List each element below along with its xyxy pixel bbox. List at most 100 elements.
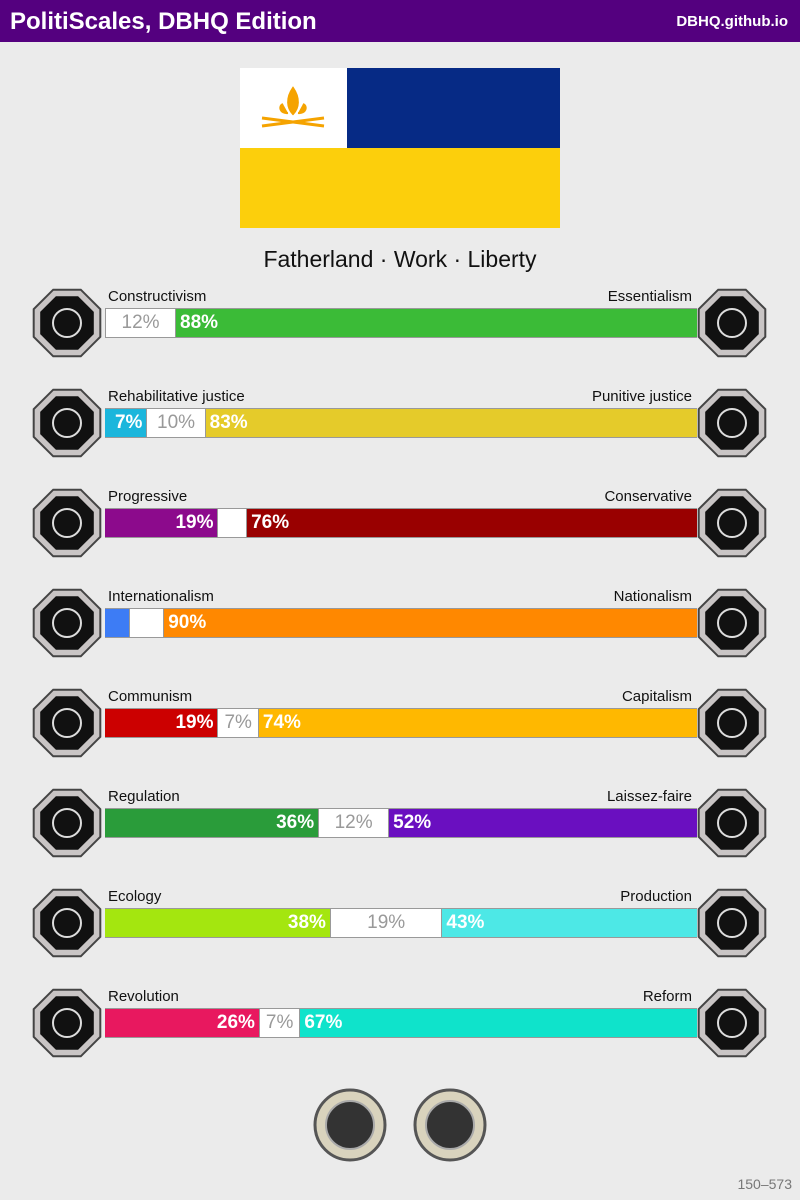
segment-label: 52%: [393, 812, 432, 833]
scale-segment: 19%: [105, 709, 218, 737]
axis-icon: [697, 788, 767, 858]
axis-icon: [697, 988, 767, 1058]
scale-segment: 7%: [105, 409, 147, 437]
segment-label: 19%: [367, 912, 406, 933]
axis-icon: [32, 988, 102, 1058]
right-pole-label: Punitive justice: [591, 388, 692, 405]
axis-icon: [697, 888, 767, 958]
segment-label: 67%: [304, 1012, 343, 1033]
left-pole-label: Communism: [108, 688, 193, 705]
icon-face: [705, 596, 759, 650]
axis-icon: [32, 488, 102, 558]
icon-motif: [717, 608, 747, 638]
segment-label: 43%: [446, 912, 485, 933]
icon-motif: [52, 608, 82, 638]
icon-motif: [717, 808, 747, 838]
icon-face: [705, 296, 759, 350]
right-pole-label: Production: [620, 888, 692, 905]
scale-bar: 19% 7% 74%: [105, 708, 697, 738]
axis-icon: [697, 388, 767, 458]
icon-motif: [717, 508, 747, 538]
segment-label: 26%: [216, 1012, 255, 1033]
scale-segment: 74%: [258, 709, 697, 737]
scale-segment: 10%: [146, 409, 206, 437]
icon-face: [40, 696, 94, 750]
icon-motif: [717, 308, 747, 338]
icon-face: [40, 996, 94, 1050]
scale-segment: 83%: [205, 409, 697, 437]
scale-segment: 12%: [318, 809, 390, 837]
scale-segment: 7%: [217, 709, 259, 737]
scale-segment: 90%: [164, 609, 697, 637]
scale-bar: 7% 10% 83%: [105, 408, 697, 438]
icon-face: [705, 896, 759, 950]
scale-segment: 19%: [105, 509, 218, 537]
icon-face: [705, 996, 759, 1050]
right-pole-label: Capitalism: [621, 688, 692, 705]
segment-label: 12%: [334, 812, 373, 833]
scale-segment: [105, 609, 129, 637]
axis-icon: [32, 588, 102, 658]
scale-bar: 12% 88%: [105, 308, 697, 338]
icon-face: [40, 496, 94, 550]
segment-label: 12%: [121, 312, 160, 333]
icon-face: [705, 796, 759, 850]
axis-icon: [32, 788, 102, 858]
segment-label: 90%: [168, 612, 207, 633]
axis-icon: [32, 888, 102, 958]
icon-motif: [52, 408, 82, 438]
scale-bar: 38% 19% 43%: [105, 908, 697, 938]
left-pole-label: Revolution: [108, 988, 179, 1005]
segment-label: 74%: [262, 712, 301, 733]
left-pole-label: Regulation: [108, 788, 180, 805]
icon-motif: [52, 1008, 82, 1038]
icon-face: [40, 296, 94, 350]
axis-icon: [697, 588, 767, 658]
scale-segment: [128, 609, 165, 637]
left-pole-label: Rehabilitative justice: [108, 388, 245, 405]
segment-label: 7%: [265, 1012, 294, 1033]
right-pole-label: Essentialism: [607, 288, 692, 305]
segment-label: 88%: [180, 312, 219, 333]
app-title: PolitiScales, DBHQ Edition: [10, 8, 317, 35]
icon-motif: [717, 1008, 747, 1038]
icon-motif: [717, 708, 747, 738]
icon-face: [40, 796, 94, 850]
icon-motif: [52, 508, 82, 538]
header: PolitiScales, DBHQ Edition DBHQ.github.i…: [0, 0, 800, 42]
seals: [313, 1088, 487, 1162]
scale-segment: 19%: [329, 909, 443, 937]
icon-face: [705, 696, 759, 750]
icon-face: [40, 396, 94, 450]
scale-segment: 88%: [176, 309, 697, 337]
scale-bar: 90%: [105, 608, 697, 638]
scale-bar: 19% 76%: [105, 508, 697, 538]
left-pole-label: Progressive: [108, 488, 188, 505]
axis-icon: [32, 688, 102, 758]
site-link[interactable]: DBHQ.github.io: [676, 13, 788, 30]
icon-face: [40, 896, 94, 950]
icon-face: [40, 596, 94, 650]
scale-segment: [217, 509, 248, 537]
flag: [240, 68, 560, 228]
scale-segment: 67%: [300, 1009, 697, 1037]
scale-segment: 76%: [247, 509, 697, 537]
icon-motif: [52, 308, 82, 338]
slogan: Fatherland · Work · Liberty: [263, 246, 537, 272]
segment-label: 36%: [276, 812, 315, 833]
right-pole-label: Reform: [642, 988, 692, 1005]
scale-segment: 52%: [389, 809, 697, 837]
segment-label: 38%: [287, 912, 326, 933]
icon-face: [705, 496, 759, 550]
icon-motif: [717, 908, 747, 938]
segment-label: 10%: [157, 412, 196, 433]
axis-icon: [697, 488, 767, 558]
segment-label: 7%: [114, 412, 143, 433]
scale-segment: 43%: [442, 909, 697, 937]
scale-segment: 38%: [105, 909, 330, 937]
axis-icon: [697, 688, 767, 758]
right-pole-label: Laissez-faire: [606, 788, 692, 805]
axis-icon: [32, 288, 102, 358]
